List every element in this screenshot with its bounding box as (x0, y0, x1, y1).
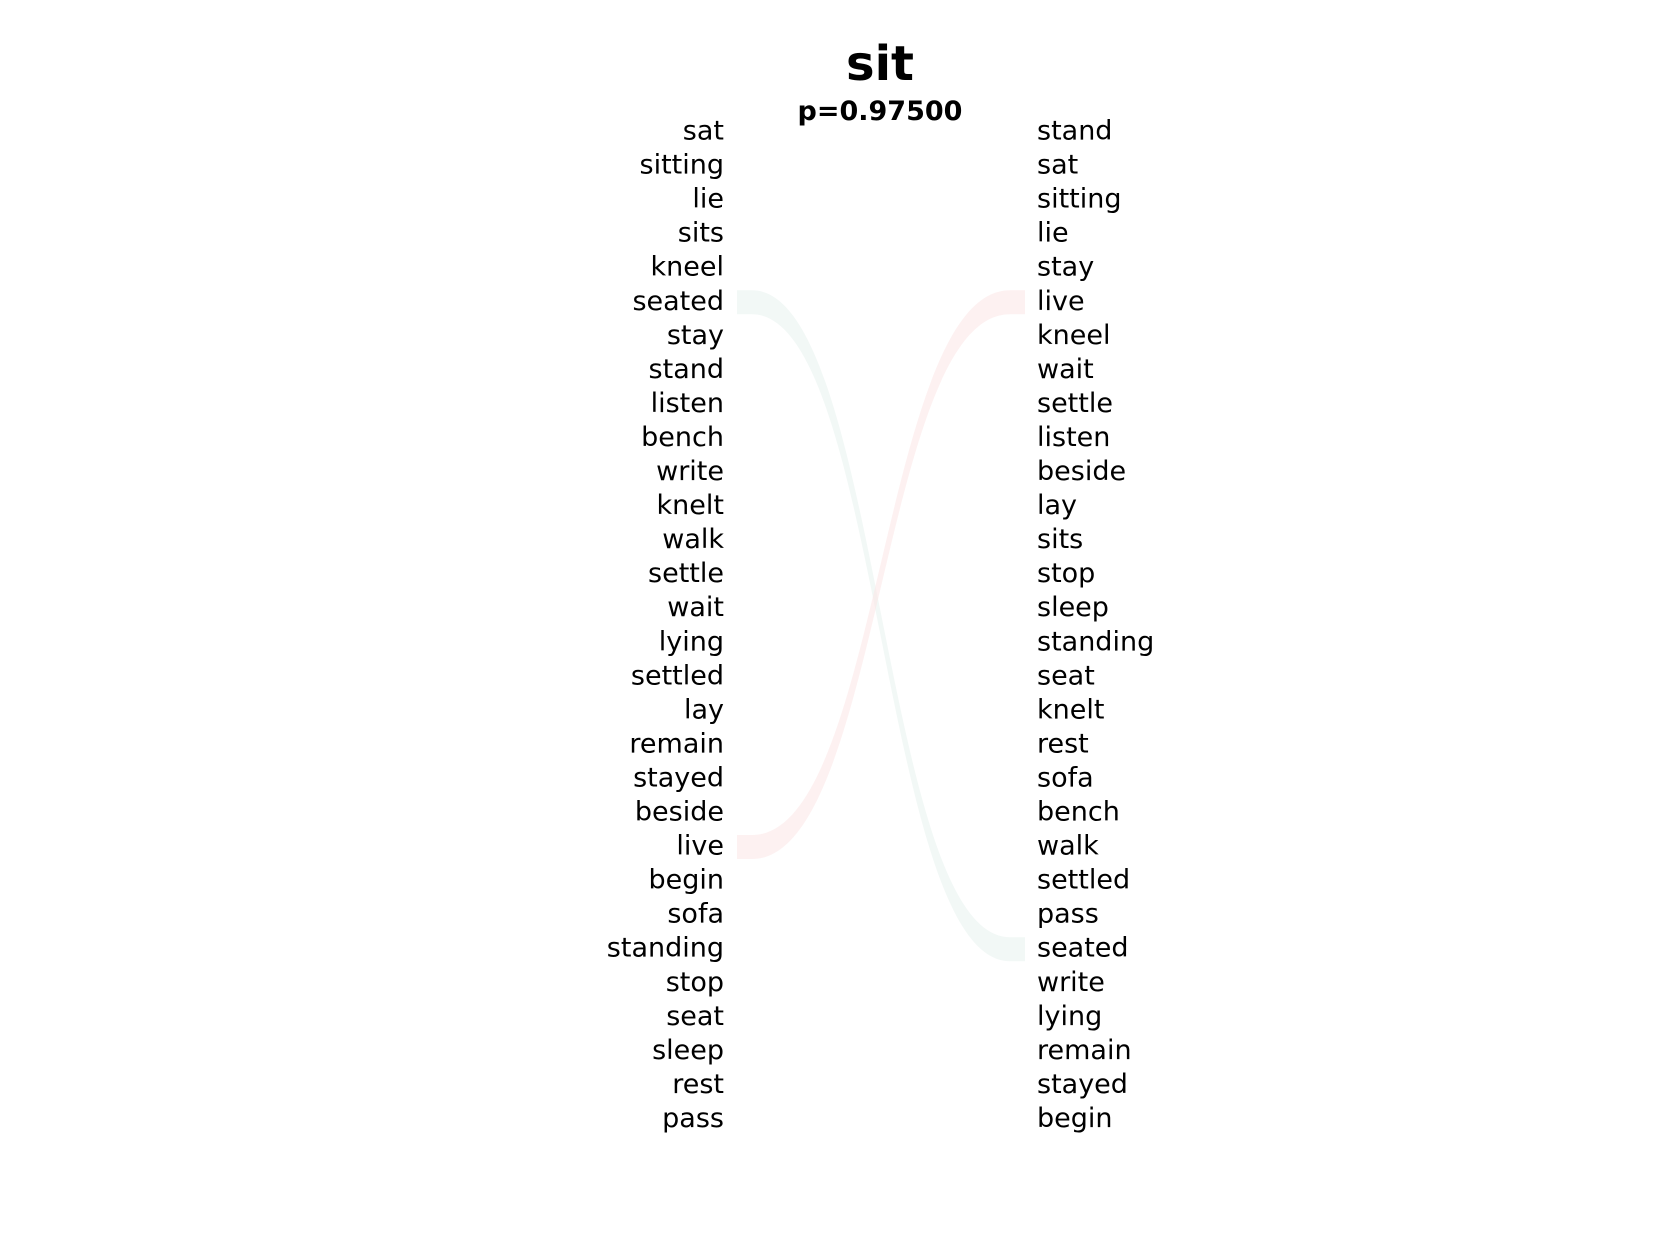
left-word-walk: walk (662, 524, 724, 555)
link-live (737, 290, 1025, 860)
left-word-kneel: kneel (651, 252, 724, 283)
right-word-seat: seat (1037, 660, 1095, 691)
right-word-sat: sat (1037, 150, 1078, 181)
left-word-rest: rest (672, 1069, 724, 1100)
left-word-sitting: sitting (640, 150, 725, 181)
left-word-seated: seated (632, 286, 724, 317)
left-word-stay: stay (667, 320, 724, 351)
left-word-settled: settled (631, 660, 724, 691)
left-word-sleep: sleep (652, 1035, 724, 1066)
right-word-stand: stand (1037, 116, 1112, 147)
left-word-sofa: sofa (667, 899, 724, 930)
left-word-sits: sits (678, 218, 724, 249)
left-word-lay: lay (684, 694, 724, 725)
right-word-settle: settle (1037, 388, 1113, 419)
left-word-remain: remain (629, 728, 724, 759)
diagram-subtitle: p=0.97500 (798, 96, 963, 127)
right-word-sleep: sleep (1037, 592, 1109, 623)
right-word-sitting: sitting (1037, 184, 1122, 215)
right-word-knelt: knelt (1037, 694, 1104, 725)
right-word-rest: rest (1037, 728, 1089, 759)
left-word-listen: listen (651, 388, 724, 419)
right-word-column: standsatsittingliestaylivekneelwaitsettl… (1037, 116, 1154, 1134)
left-word-wait: wait (667, 592, 724, 623)
right-word-bench: bench (1037, 797, 1120, 828)
right-word-kneel: kneel (1037, 320, 1110, 351)
right-word-stop: stop (1037, 558, 1095, 589)
right-word-beside: beside (1037, 456, 1126, 487)
right-word-sofa: sofa (1037, 762, 1094, 793)
rank-links (737, 290, 1025, 962)
left-word-lie: lie (692, 184, 724, 215)
left-word-write: write (656, 456, 724, 487)
right-word-wait: wait (1037, 354, 1094, 385)
right-word-lying: lying (1037, 1001, 1102, 1032)
left-word-sat: sat (683, 116, 724, 147)
left-word-begin: begin (648, 865, 724, 896)
left-word-knelt: knelt (657, 490, 724, 521)
diagram-title: sit (846, 36, 914, 92)
left-word-settle: settle (648, 558, 724, 589)
right-word-pass: pass (1037, 899, 1099, 930)
left-word-beside: beside (635, 797, 724, 828)
right-word-begin: begin (1037, 1103, 1113, 1134)
left-word-bench: bench (641, 422, 724, 453)
link-seated (737, 290, 1025, 962)
right-word-standing: standing (1037, 626, 1154, 657)
right-word-write: write (1037, 967, 1105, 998)
left-word-standing: standing (607, 933, 724, 964)
right-word-seated: seated (1037, 933, 1129, 964)
right-word-sits: sits (1037, 524, 1083, 555)
right-word-listen: listen (1037, 422, 1110, 453)
right-word-settled: settled (1037, 865, 1130, 896)
right-word-lie: lie (1037, 218, 1069, 249)
left-word-stand: stand (649, 354, 724, 385)
right-word-live: live (1037, 286, 1085, 317)
left-word-lying: lying (659, 626, 724, 657)
left-word-live: live (676, 831, 724, 862)
right-word-walk: walk (1037, 831, 1099, 862)
left-word-column: satsittingliesitskneelseatedstaystandlis… (607, 116, 725, 1134)
right-word-stayed: stayed (1037, 1069, 1128, 1100)
right-word-lay: lay (1037, 490, 1077, 521)
left-word-seat: seat (666, 1001, 724, 1032)
left-word-stop: stop (666, 967, 724, 998)
right-word-stay: stay (1037, 252, 1094, 283)
right-word-remain: remain (1037, 1035, 1132, 1066)
left-word-pass: pass (662, 1103, 724, 1134)
left-word-stayed: stayed (633, 762, 724, 793)
